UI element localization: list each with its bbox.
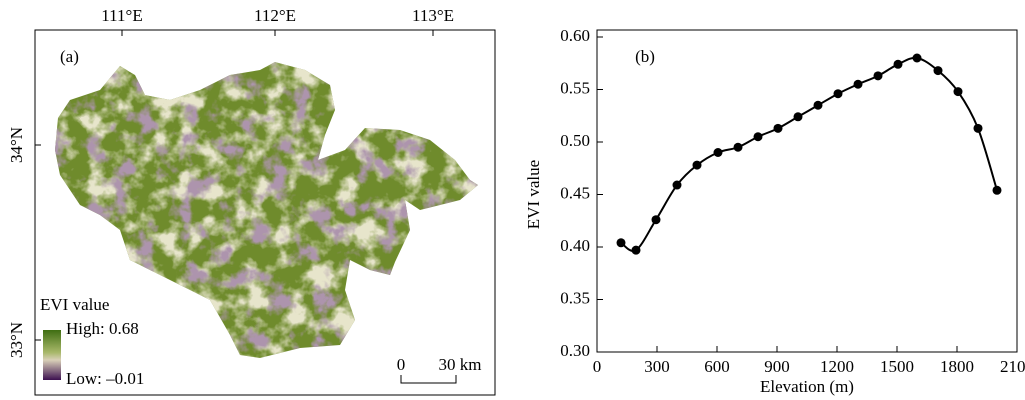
y-tick-label: 0.55	[560, 78, 590, 97]
marker	[733, 142, 743, 152]
marker	[773, 123, 783, 133]
marker	[672, 180, 682, 190]
legend-high: High: 0.68	[66, 319, 139, 338]
line	[620, 56, 998, 252]
marker	[793, 112, 803, 122]
marker	[973, 123, 983, 133]
marker	[912, 53, 922, 63]
x-tick-label: 1500	[880, 357, 914, 376]
y-axis-label: EVI value	[524, 160, 543, 229]
panel-label: (a)	[60, 47, 79, 66]
scale-label: 30 km	[439, 355, 482, 374]
x-tick-label: 1200	[820, 357, 854, 376]
legend-title: EVI value	[40, 295, 109, 314]
y-tick-label: 0.30	[560, 341, 590, 360]
x-tick-label: 2100	[1000, 357, 1025, 376]
marker	[953, 87, 963, 97]
marker	[753, 132, 763, 142]
marker	[833, 89, 843, 99]
marker	[853, 79, 863, 89]
lon-label: 111°E	[101, 6, 142, 25]
lat-label: 33°N	[7, 322, 26, 358]
x-tick-label: 0	[593, 357, 602, 376]
lon-label: 113°E	[412, 6, 454, 25]
marker	[713, 148, 723, 157]
y-tick-label: 0.35	[560, 288, 590, 307]
x-axis-label: Elevation (m)	[760, 377, 854, 396]
y-tick-label: 0.60	[560, 26, 590, 45]
lat-label: 34°N	[7, 127, 26, 163]
x-tick-label: 1800	[940, 357, 974, 376]
scale-bar	[400, 375, 457, 384]
marker	[692, 160, 702, 170]
y-tick-label: 0.45	[560, 183, 590, 202]
marker	[992, 185, 1002, 195]
y-tick-label: 0.40	[560, 236, 590, 255]
plot-frame	[596, 29, 1018, 353]
y-tick-label: 0.50	[560, 131, 590, 150]
marker	[893, 59, 903, 69]
marker	[933, 66, 943, 76]
x-tick-label: 900	[764, 357, 790, 376]
marker	[813, 100, 823, 110]
marker	[616, 238, 626, 248]
map-frame	[34, 29, 496, 396]
lon-label: 112°E	[254, 6, 296, 25]
x-tick-label: 300	[644, 357, 670, 376]
marker	[631, 245, 641, 255]
marker	[651, 215, 661, 225]
x-tick-label: 600	[704, 357, 730, 376]
legend-low: Low: –0.01	[66, 369, 144, 388]
marker	[873, 71, 883, 81]
scale-label: 0	[397, 355, 406, 374]
panel-label: (b)	[635, 47, 655, 66]
colorbar	[43, 330, 61, 380]
